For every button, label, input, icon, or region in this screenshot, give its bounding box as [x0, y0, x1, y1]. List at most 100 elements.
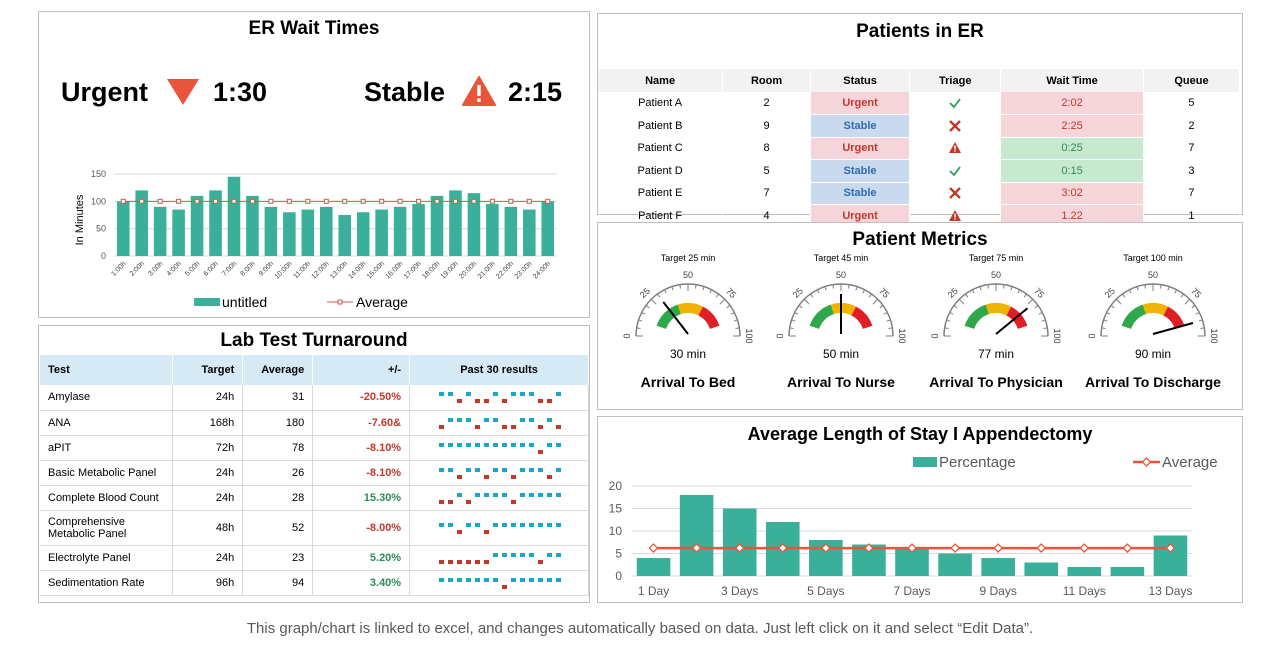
cross-icon — [949, 187, 962, 200]
table-row[interactable]: Amylase 24h 31 -20.50% — [40, 385, 589, 411]
average-point — [342, 198, 348, 204]
gauge-tick-label: 75 — [724, 286, 738, 300]
gauge-tick — [1136, 286, 1139, 291]
gauge-tick — [944, 327, 949, 329]
lab-average: 23 — [242, 545, 314, 571]
er-wait-title: ER Wait Times — [248, 18, 380, 39]
patient-wait-time: 3:02 — [1000, 182, 1144, 205]
patients-col-header[interactable]: Status — [810, 69, 911, 92]
gauge-target-label: Target 75 min — [969, 253, 1024, 263]
patient-room: 9 — [722, 114, 811, 138]
table-row[interactable]: Patient F 4 Urgent 1.22 1 — [598, 204, 1241, 228]
gauge-tick — [791, 319, 796, 322]
sparkline-win — [520, 467, 526, 472]
table-row[interactable]: Patient B 9 Stable 2:25 2 — [598, 114, 1241, 138]
table-row[interactable]: Patient C 8 Urgent 0:25 7 — [598, 137, 1241, 160]
patient-name: Patient C — [598, 137, 724, 160]
win-loss-sparkline — [439, 442, 562, 454]
x-tick-label: 7 Days — [893, 584, 930, 598]
table-row[interactable]: Basic Metabolic Panel 24h 26 -8.10% — [40, 460, 589, 486]
gauge-band-yellow — [985, 303, 1011, 316]
bar — [679, 495, 714, 576]
lab-col-header[interactable]: Target — [172, 355, 244, 385]
patient-queue: 2 — [1143, 114, 1241, 138]
x-tick-label: 7:00h — [221, 260, 238, 277]
lab-delta: 3.40% — [312, 570, 411, 596]
lab-col-header[interactable]: Past 30 results — [409, 355, 589, 385]
x-tick-label: 21:00h — [477, 260, 497, 280]
patient-room: 5 — [722, 159, 811, 183]
lab-average: 78 — [242, 435, 314, 461]
patients-col-header[interactable]: Name — [598, 69, 724, 92]
gauge-tick — [794, 311, 799, 315]
sparkline-win — [556, 492, 562, 497]
sparkline-win — [502, 467, 508, 472]
table-row[interactable]: ANA 168h 180 -7.60& — [40, 410, 589, 436]
patients-col-header[interactable]: Queue — [1143, 69, 1241, 92]
table-row[interactable]: Comprehensive Metabolic Panel 48h 52 -8.00% — [40, 510, 589, 546]
sparkline-win — [511, 577, 517, 582]
patient-queue: 7 — [1143, 137, 1241, 160]
gauge-tick — [679, 284, 681, 289]
table-row[interactable]: Patient D 5 Stable 0:15 3 — [598, 159, 1241, 183]
gauge-tick — [816, 289, 820, 294]
gauge-tick-label: 0 — [1087, 333, 1097, 338]
sparkline-win — [466, 467, 472, 472]
patients-col-header[interactable]: Wait Time — [1000, 69, 1144, 92]
sparkline-win — [439, 522, 445, 527]
sparkline-win — [457, 577, 463, 582]
sparkline-loss — [448, 559, 454, 564]
average-point — [360, 198, 366, 204]
sparkline-loss — [439, 499, 445, 504]
table-row[interactable]: Patient E 7 Stable 3:02 7 — [598, 182, 1241, 205]
lab-col-header[interactable]: Average — [242, 355, 314, 385]
patients-col-header[interactable]: Triage — [909, 69, 1002, 92]
x-tick-label: 22:00h — [495, 260, 515, 280]
sparkline-win — [547, 417, 553, 422]
gauge-tick-label: 0 — [622, 333, 632, 338]
lab-sparkline-cell — [409, 545, 589, 571]
table-row[interactable]: Electrolyte Panel 24h 23 5.20% — [40, 545, 589, 571]
sparkline-win — [529, 392, 535, 397]
average-point — [452, 198, 458, 204]
sparkline-loss — [538, 559, 544, 564]
gauge-target-label: Target 45 min — [814, 253, 869, 263]
sparkline-win — [493, 577, 499, 582]
x-tick-label: 11 Days — [1063, 584, 1106, 598]
lab-col-header[interactable]: +/- — [312, 355, 411, 385]
patient-queue: 3 — [1143, 159, 1241, 183]
gauge-tick — [886, 319, 891, 322]
gauge-tick — [733, 319, 738, 322]
gauge-tick — [855, 286, 858, 291]
lab-col-header[interactable]: Test — [40, 355, 174, 385]
sparkline-loss — [511, 499, 517, 504]
bar — [116, 201, 130, 256]
gauge-tick-label: 50 — [836, 270, 846, 280]
bar — [467, 193, 481, 256]
sparkline-loss — [439, 424, 445, 429]
lab-sparkline-cell — [409, 485, 589, 511]
patient-triage — [909, 114, 1002, 138]
lab-delta: 15.30% — [312, 485, 411, 511]
x-tick-label: 14:00h — [348, 260, 368, 280]
warning-icon — [949, 142, 962, 154]
sparkline-win — [529, 577, 535, 582]
average-point — [489, 198, 495, 204]
gauge-tick-label: 50 — [683, 270, 693, 280]
sparkline-loss — [475, 399, 481, 404]
sparkline-win — [538, 577, 544, 582]
patients-col-header[interactable]: Room — [722, 69, 811, 92]
average-point — [268, 198, 274, 204]
table-row[interactable]: Patient A 2 Urgent 2:02 5 — [598, 92, 1241, 115]
x-tick-label: 13 Days — [1148, 584, 1192, 598]
status-badge: Stable — [810, 114, 911, 138]
table-row[interactable]: aPIT 72h 78 -8.10% — [40, 435, 589, 461]
sparkline-win — [466, 522, 472, 527]
table-row[interactable]: Complete Blood Count 24h 28 15.30% — [40, 485, 589, 511]
lab-average: 26 — [242, 460, 314, 486]
sparkline-win — [520, 442, 526, 447]
average-point — [545, 198, 551, 204]
x-tick-label: 11:00h — [293, 260, 313, 280]
table-row[interactable]: Sedimentation Rate 96h 94 3.40% — [40, 570, 589, 596]
win-loss-sparkline — [439, 417, 562, 429]
